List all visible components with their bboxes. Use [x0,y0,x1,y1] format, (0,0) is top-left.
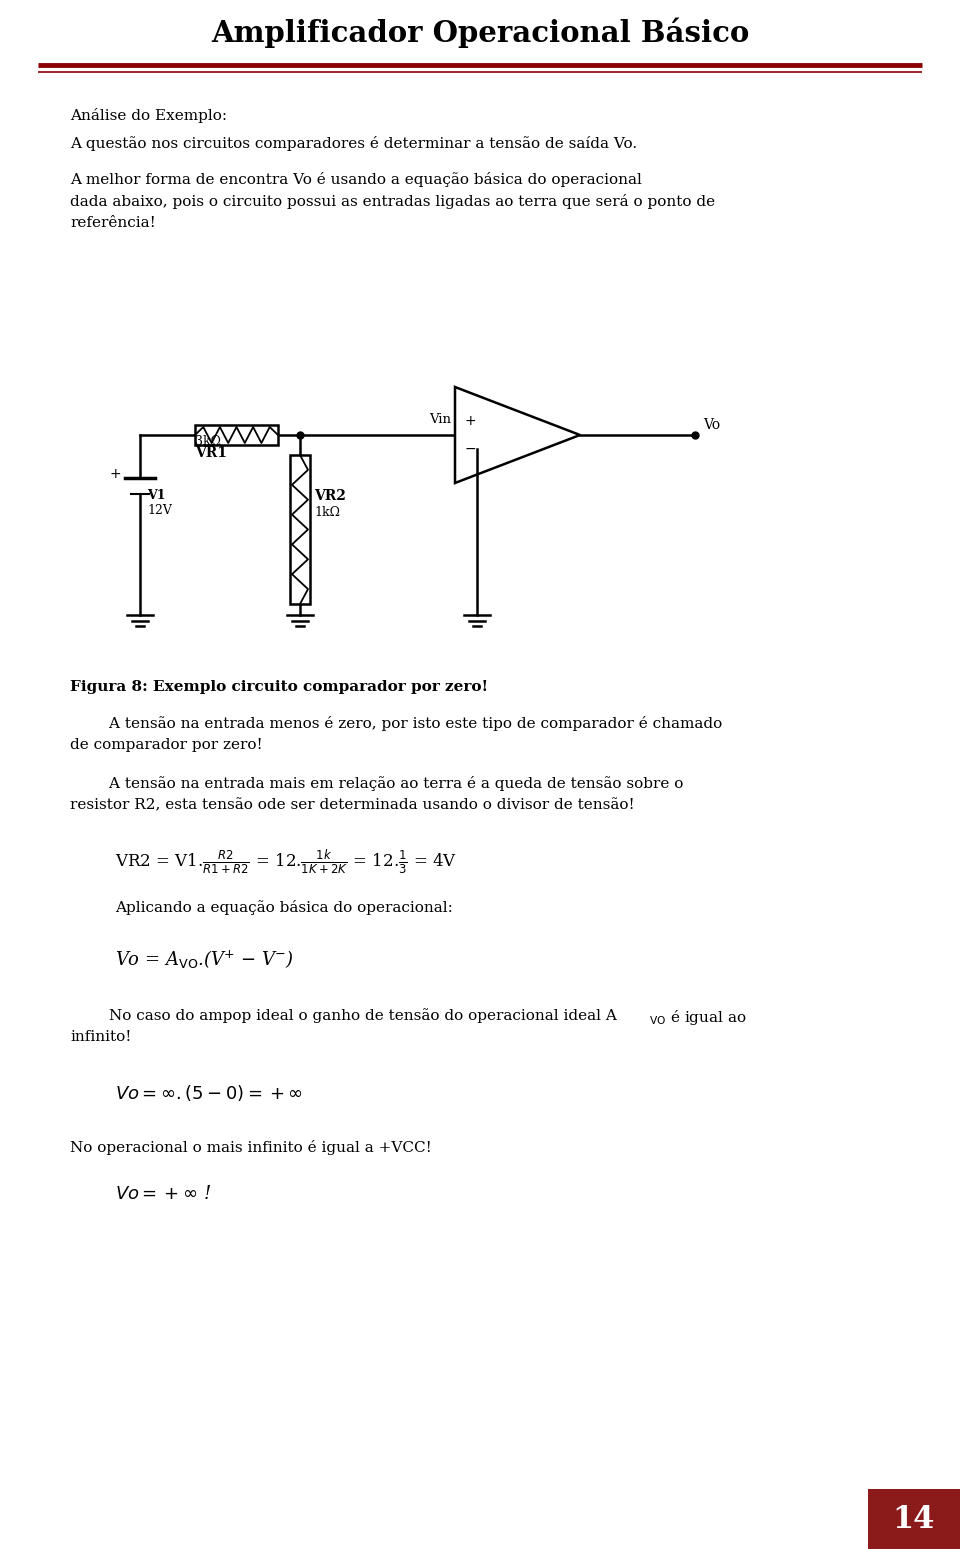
Text: $Vo = \infty.(5-0) = +\infty$: $Vo = \infty.(5-0) = +\infty$ [115,1083,303,1103]
Text: 12V: 12V [147,503,172,516]
Text: dada abaixo, pois o circuito possui as entradas ligadas ao terra que será o pont: dada abaixo, pois o circuito possui as e… [70,194,715,209]
FancyBboxPatch shape [868,1489,960,1549]
Text: Vin: Vin [429,412,451,426]
Text: −: − [465,441,476,455]
Text: +: + [465,414,476,428]
Text: VR2: VR2 [314,489,346,503]
Text: Vo = A$_{\rm VO}$.(V$^{+}$ $-$ V$^{-}$): Vo = A$_{\rm VO}$.(V$^{+}$ $-$ V$^{-}$) [115,948,294,970]
Text: referência!: referência! [70,215,156,229]
Text: de comparador por zero!: de comparador por zero! [70,737,263,751]
Text: 3kΩ: 3kΩ [195,435,221,448]
Text: VR2 = V1.$\frac{R2}{R1+R2}$ = 12.$\frac{1k}{1K+2K}$ = 12.$\frac{1}{3}$ = 4V: VR2 = V1.$\frac{R2}{R1+R2}$ = 12.$\frac{… [115,847,457,875]
Text: No caso do ampop ideal o ganho de tensão do operacional ideal A: No caso do ampop ideal o ganho de tensão… [70,1008,617,1022]
Text: Figura 8: Exemplo circuito comparador por zero!: Figura 8: Exemplo circuito comparador po… [70,680,488,694]
Text: $_{\rm VO}$ é igual ao: $_{\rm VO}$ é igual ao [649,1008,747,1027]
Polygon shape [455,387,580,483]
Text: Vo: Vo [703,418,720,432]
Text: A tensão na entrada menos é zero, por isto este tipo de comparador é chamado: A tensão na entrada menos é zero, por is… [70,716,722,731]
Text: A tensão na entrada mais em relação ao terra é a queda de tensão sobre o: A tensão na entrada mais em relação ao t… [70,776,684,792]
Bar [195,424,278,445]
Text: Amplificador Operacional Básico: Amplificador Operacional Básico [211,17,749,48]
Text: 1kΩ: 1kΩ [314,505,340,519]
Text: infinito!: infinito! [70,1030,132,1044]
Text: Aplicando a equação básica do operacional:: Aplicando a equação básica do operaciona… [115,900,453,915]
Text: 14: 14 [893,1504,935,1535]
Text: +: + [109,466,121,482]
Text: No operacional o mais infinito é igual a +VCC!: No operacional o mais infinito é igual a… [70,1140,432,1156]
Text: Análise do Exemplo:: Análise do Exemplo: [70,108,228,122]
Text: resistor R2, esta tensão ode ser determinada usando o divisor de tensão!: resistor R2, esta tensão ode ser determi… [70,798,635,812]
Text: A questão nos circuitos comparadores é determinar a tensão de saída Vo.: A questão nos circuitos comparadores é d… [70,136,637,150]
Text: V1: V1 [147,488,165,502]
Text: A melhor forma de encontra Vo é usando a equação básica do operacional: A melhor forma de encontra Vo é usando a… [70,172,642,187]
Text: $Vo = +\infty$ !: $Vo = +\infty$ ! [115,1185,211,1204]
Text: VR1: VR1 [195,446,227,460]
Bar [290,455,310,604]
